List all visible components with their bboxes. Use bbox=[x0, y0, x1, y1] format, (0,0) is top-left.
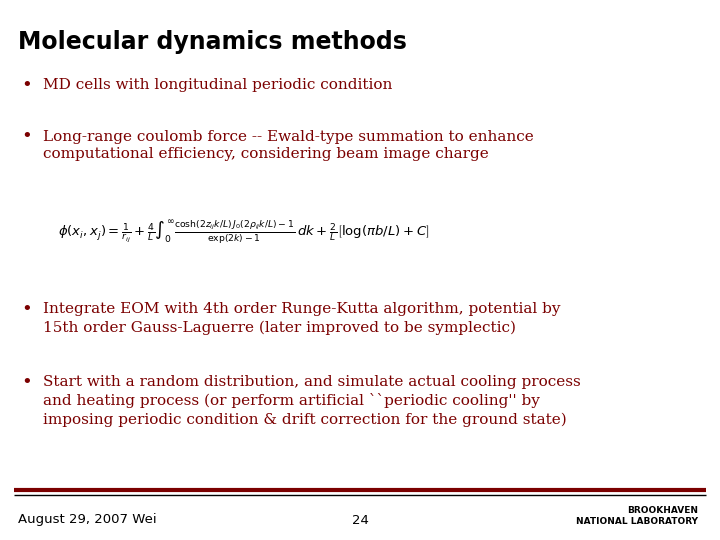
Text: $\phi(x_i, x_j) = \frac{1}{r_{ij}} + \frac{4}{L}\int_0^{\infty} \frac{\cosh(2z_{: $\phi(x_i, x_j) = \frac{1}{r_{ij}} + \fr… bbox=[58, 219, 429, 246]
Text: August 29, 2007 Wei: August 29, 2007 Wei bbox=[18, 514, 157, 526]
Text: •: • bbox=[22, 127, 32, 145]
Text: MD cells with longitudinal periodic condition: MD cells with longitudinal periodic cond… bbox=[43, 78, 392, 92]
Text: Integrate EOM with 4th order Runge-Kutta algorithm, potential by
15th order Gaus: Integrate EOM with 4th order Runge-Kutta… bbox=[43, 302, 561, 335]
Text: 24: 24 bbox=[351, 514, 369, 526]
Text: Long-range coulomb force -- Ewald-type summation to enhance
computational effici: Long-range coulomb force -- Ewald-type s… bbox=[43, 130, 534, 161]
Text: •: • bbox=[22, 373, 32, 390]
Text: Molecular dynamics methods: Molecular dynamics methods bbox=[18, 30, 407, 53]
Text: Start with a random distribution, and simulate actual cooling process
and heatin: Start with a random distribution, and si… bbox=[43, 375, 581, 427]
Text: BROOKHAVEN
NATIONAL LABORATORY: BROOKHAVEN NATIONAL LABORATORY bbox=[577, 507, 698, 526]
Text: •: • bbox=[22, 300, 32, 318]
Text: •: • bbox=[22, 76, 32, 93]
